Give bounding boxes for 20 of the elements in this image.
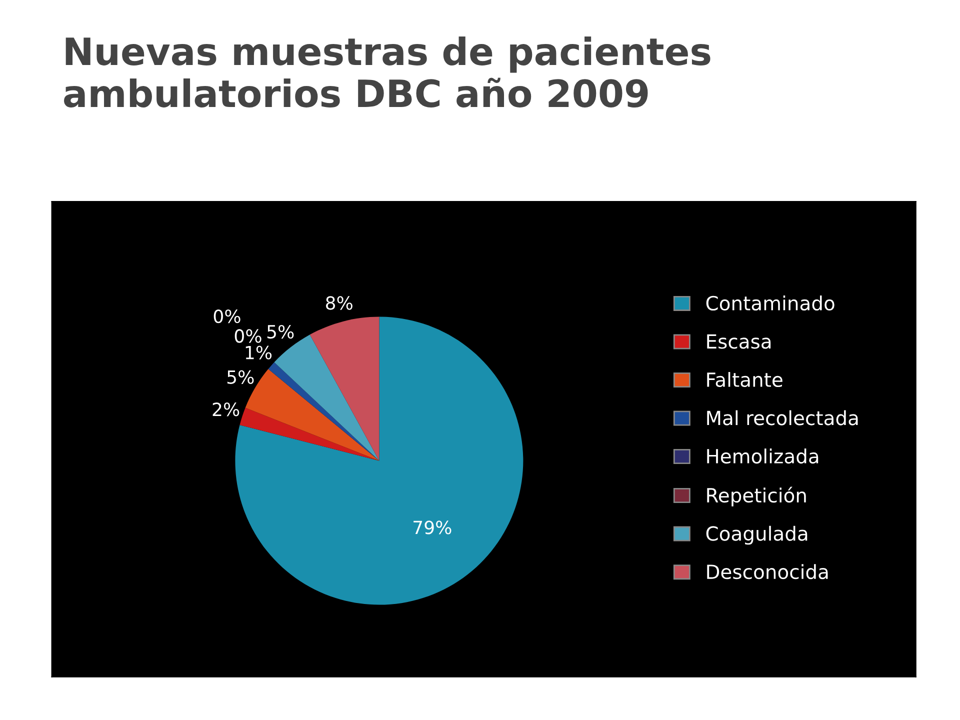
pie-slice [240,408,380,461]
text: 0% [214,309,240,324]
data-label: 5% [227,370,254,384]
data-label: 8% [326,296,352,310]
legend-label: Mal recolectada [707,410,858,426]
pie-slice [310,316,380,461]
data-label: 5% [267,324,294,339]
data-label: 1% [246,346,272,360]
data-label: 79% [414,520,452,534]
legend-label: Repetición [707,486,806,506]
data-label: 2% [212,402,240,416]
legend-label: Desconocida [707,564,828,580]
legend-label: Escasa [707,334,771,349]
legend-label: Coagulada [706,526,808,545]
pie-slice [268,362,380,461]
legend-label: Contaminado [706,295,834,311]
chart-title: Nuevas muestras de pacientes ambulatorios DBC año 2009 [64,36,710,108]
legend-label: Hemolizada [707,448,818,464]
legend-label: Faltante [707,372,782,388]
text: 0% [234,329,262,343]
